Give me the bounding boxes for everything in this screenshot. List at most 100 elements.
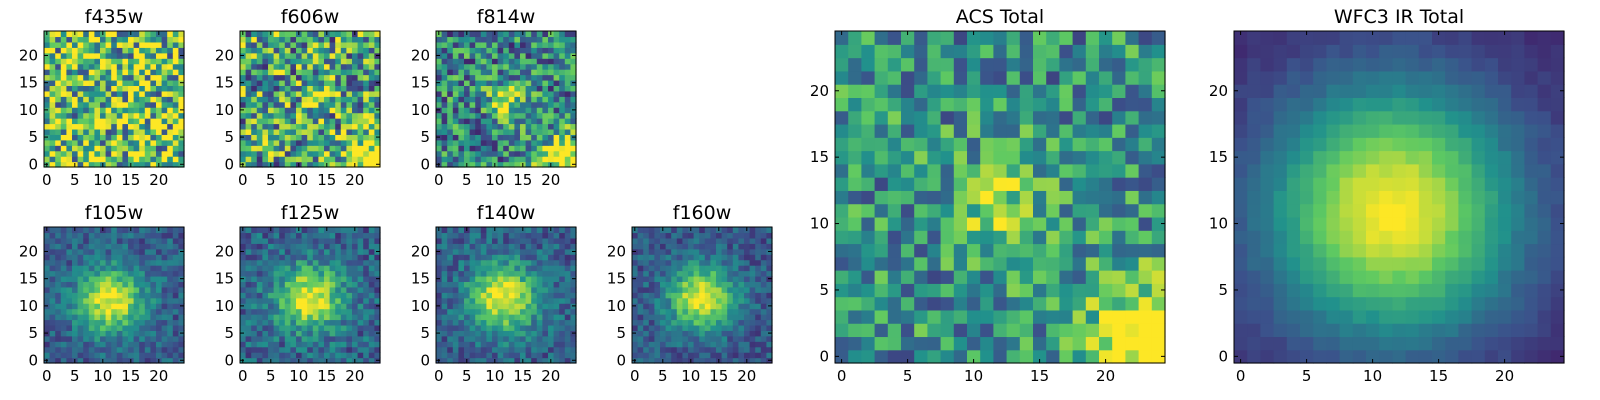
heatmap-cell — [480, 352, 487, 359]
heatmap-cell — [88, 227, 95, 234]
heatmap-cell — [256, 275, 263, 282]
heatmap-cell — [980, 216, 994, 231]
heatmap-cell — [637, 254, 644, 261]
heatmap-cell — [363, 161, 370, 168]
heatmap-cell — [279, 308, 286, 315]
heatmap-cell — [721, 346, 728, 353]
heatmap-cell — [699, 341, 706, 348]
heatmap-cell — [716, 254, 723, 261]
heatmap-cell — [716, 303, 723, 310]
heatmap-cell — [251, 324, 258, 331]
panel-title: f160w — [673, 202, 732, 224]
heatmap-cell — [514, 270, 521, 277]
heatmap-cell — [240, 346, 247, 353]
heatmap-cell — [363, 96, 370, 103]
heatmap-cell — [542, 303, 549, 310]
heatmap-cell — [447, 335, 454, 342]
heatmap-cell — [953, 203, 968, 218]
heatmap-cell — [105, 145, 112, 152]
heatmap-cell — [133, 275, 140, 282]
heatmap-cell — [49, 330, 56, 337]
y-tick-label: 20 — [19, 46, 38, 64]
heatmap-cell — [1085, 349, 1100, 364]
heatmap-cell — [133, 52, 140, 59]
heatmap-cell — [161, 319, 168, 326]
heatmap-cell — [1006, 190, 1021, 205]
heatmap-cell — [874, 230, 889, 245]
heatmap-cell — [508, 101, 515, 108]
heatmap-cell — [346, 352, 353, 359]
heatmap-cell — [368, 292, 375, 299]
heatmap-cell — [1072, 163, 1087, 178]
heatmap-cell — [520, 259, 527, 266]
heatmap-cell — [542, 270, 549, 277]
heatmap-cell — [245, 243, 252, 250]
heatmap-cell — [559, 248, 566, 255]
heatmap-cell — [352, 297, 359, 304]
heatmap-cell — [262, 69, 269, 76]
heatmap-cell — [914, 243, 928, 258]
heatmap-cell — [1059, 349, 1074, 364]
heatmap-cell — [105, 123, 112, 130]
heatmap-cell — [290, 314, 297, 321]
heatmap-cell — [480, 259, 487, 266]
heatmap-cell — [492, 112, 499, 119]
heatmap-cell — [273, 352, 280, 359]
heatmap-cell — [72, 134, 79, 141]
heatmap-cell — [72, 232, 79, 239]
heatmap-cell — [273, 52, 280, 59]
heatmap-cell — [284, 346, 291, 353]
heatmap-cell — [172, 227, 179, 234]
heatmap-cell — [363, 47, 370, 54]
heatmap-cell — [273, 237, 280, 244]
heatmap-cell — [508, 90, 515, 97]
heatmap-cell — [542, 335, 549, 342]
heatmap-cell — [346, 41, 353, 48]
heatmap-cell — [980, 190, 994, 205]
heatmap-cell — [245, 85, 252, 92]
heatmap-cell — [688, 314, 695, 321]
heatmap-cell — [156, 254, 163, 261]
heatmap-cell — [749, 248, 756, 255]
heatmap-cell — [542, 232, 549, 239]
heatmap-cell — [128, 134, 135, 141]
heatmap-cell — [150, 286, 157, 293]
heatmap-cell — [66, 352, 73, 359]
heatmap-cell — [357, 161, 364, 168]
heatmap-cell — [111, 319, 118, 326]
heatmap-cell — [329, 341, 336, 348]
heatmap-cell — [352, 319, 359, 326]
heatmap-cell — [553, 101, 560, 108]
heatmap-cell — [553, 52, 560, 59]
heatmap-cell — [318, 123, 325, 130]
heatmap-cell — [318, 319, 325, 326]
heatmap-cell — [452, 292, 459, 299]
heatmap-cell — [927, 336, 942, 351]
heatmap-cell — [352, 265, 359, 272]
heatmap-cell — [352, 352, 359, 359]
x-tick-label: 20 — [149, 171, 168, 189]
heatmap-cell — [251, 227, 258, 234]
heatmap-cell — [256, 134, 263, 141]
heatmap-cell — [55, 227, 62, 234]
heatmap-cell — [122, 286, 129, 293]
heatmap-cell — [262, 275, 269, 282]
heatmap-cell — [508, 134, 515, 141]
heatmap-cell — [548, 346, 555, 353]
heatmap-cell — [307, 248, 314, 255]
heatmap-cell — [172, 90, 179, 97]
heatmap-cell — [83, 335, 90, 342]
heatmap-cell — [111, 292, 118, 299]
heatmap-cell — [100, 150, 107, 157]
x-tick-label: 0 — [434, 367, 444, 385]
heatmap-cell — [848, 203, 862, 218]
heatmap-cell — [60, 275, 67, 282]
heatmap-cell — [564, 346, 571, 353]
heatmap-cell — [273, 341, 280, 348]
heatmap-cell — [83, 134, 90, 141]
heatmap-cell — [682, 259, 689, 266]
heatmap-cell — [66, 90, 73, 97]
heatmap-cell — [452, 107, 459, 114]
heatmap-cell — [967, 243, 981, 258]
heatmap-cell — [508, 324, 515, 331]
